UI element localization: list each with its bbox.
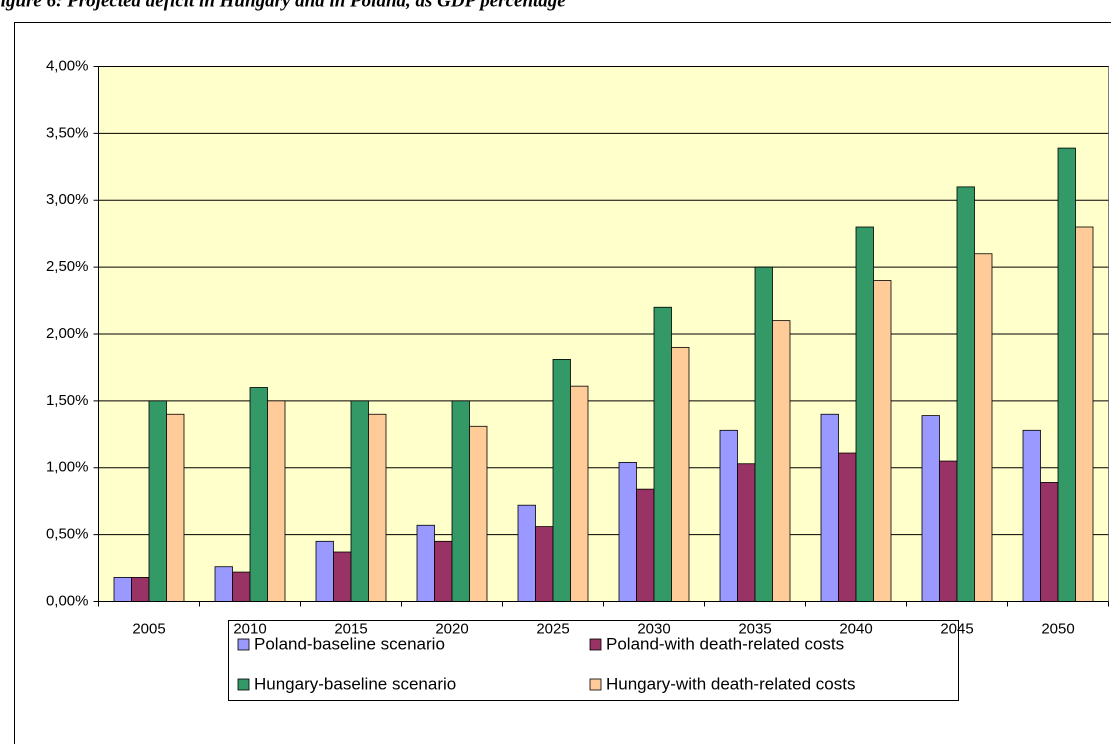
- bar: [974, 253, 993, 602]
- x-tick-label: 2015: [334, 620, 367, 637]
- bar: [737, 463, 756, 602]
- legend-label: Poland-with death-related costs: [606, 634, 844, 653]
- legend-label: Hungary-baseline scenario: [254, 674, 456, 693]
- bar: [636, 488, 655, 602]
- bar: [772, 320, 791, 602]
- bar: [368, 413, 387, 602]
- legend-label: Hungary-with death-related costs: [606, 674, 855, 693]
- y-tick-label: 4,00%: [46, 57, 89, 74]
- bar: [956, 186, 975, 602]
- bar: [838, 452, 857, 602]
- y-tick-label: 2,50%: [46, 258, 89, 275]
- y-tick-label: 0,00%: [46, 592, 89, 609]
- y-tick-label: 1,50%: [46, 392, 89, 409]
- y-tick-label: 1,00%: [46, 459, 89, 476]
- bar: [131, 577, 150, 602]
- x-tick-label: 2035: [738, 620, 771, 637]
- bar: [719, 429, 738, 602]
- x-tick-label: 2020: [435, 620, 468, 637]
- bar: [148, 400, 167, 602]
- legend-swatch: [237, 638, 250, 651]
- bar: [1022, 429, 1041, 602]
- bar: [820, 413, 839, 602]
- bar: [451, 400, 470, 602]
- x-tick-label: 2025: [536, 620, 569, 637]
- x-tick-label: 2005: [132, 620, 165, 637]
- bar: [1040, 482, 1059, 602]
- bar: [653, 306, 672, 602]
- y-tick-label: 3,50%: [46, 124, 89, 141]
- legend-swatch: [589, 638, 602, 651]
- bar: [315, 540, 334, 602]
- bar: [535, 526, 554, 602]
- x-tick-label: 2050: [1041, 620, 1074, 637]
- bar: [1075, 226, 1094, 602]
- bar: [570, 385, 589, 602]
- bar: [921, 415, 940, 602]
- x-tick-label: 2010: [233, 620, 266, 637]
- bar: [214, 566, 233, 602]
- bar: [671, 346, 690, 602]
- x-tick-label: 2040: [839, 620, 872, 637]
- bar: [469, 425, 488, 602]
- y-tick-label: 3,00%: [46, 191, 89, 208]
- bar: [434, 540, 453, 602]
- bar: [1057, 147, 1076, 602]
- bar: [618, 461, 637, 602]
- legend-swatch: [589, 678, 602, 691]
- bar: [232, 571, 251, 602]
- bar: [267, 400, 286, 602]
- bar: [552, 359, 571, 602]
- y-tick-label: 0,50%: [46, 526, 89, 543]
- bar: [754, 266, 773, 602]
- legend-label: Poland-baseline scenario: [254, 634, 445, 653]
- bar: [333, 551, 352, 602]
- legend-swatch: [237, 678, 250, 691]
- y-tick-label: 2,00%: [46, 325, 89, 342]
- bar: [350, 400, 369, 602]
- bar: [939, 460, 958, 602]
- bar: [113, 577, 132, 602]
- bar: [517, 504, 536, 602]
- bar: [873, 280, 892, 602]
- bar: [416, 524, 435, 602]
- bar: [166, 413, 185, 602]
- chart-title: Figure 6: Projected deficit in Hungary a…: [0, 0, 566, 11]
- bar: [855, 226, 874, 602]
- x-tick-label: 2030: [637, 620, 670, 637]
- x-tick-label: 2045: [940, 620, 973, 637]
- bar: [249, 387, 268, 602]
